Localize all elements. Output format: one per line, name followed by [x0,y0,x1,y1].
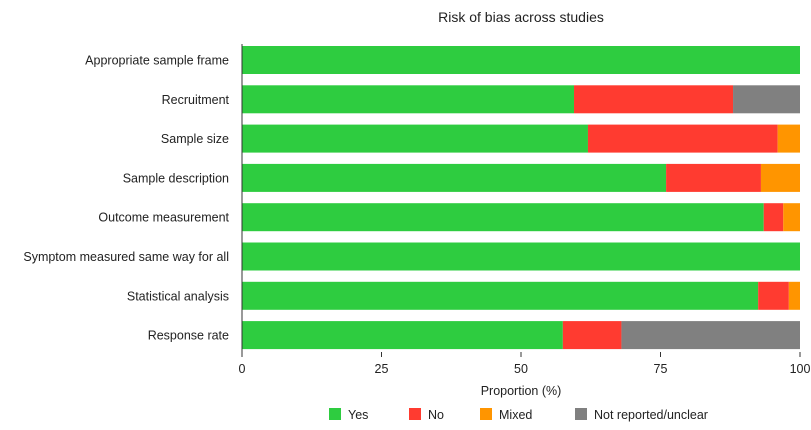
category-labels: Appropriate sample frame Recruitment Sampl… [23,54,229,343]
chart-title: Risk of bias across studies [438,9,604,25]
x-axis-ticks: 0 25 50 75 100 [239,352,811,376]
x-tick-label: 25 [375,362,389,376]
category-label: Outcome measurement [98,211,229,225]
x-axis-title: Proportion (%) [481,384,562,398]
bar-segment-mixed [788,281,800,310]
legend-label: Yes [348,408,368,422]
bar-segment-not-reported-unclear [733,85,800,114]
legend-swatch-yes [329,408,341,420]
legend-label: No [428,408,444,422]
bar-segment-yes [242,85,575,114]
legend: Yes No Mixed Not reported/unclear [329,408,708,422]
bar-segment-mixed [777,124,800,153]
bar-segment-yes [242,46,800,74]
bar-segment-no [574,85,734,114]
bar-segment-yes [242,281,759,310]
x-tick-label: 75 [654,362,668,376]
x-tick-label: 100 [790,362,811,376]
category-label: Symptom measured same way for all [23,250,229,264]
x-tick-label: 50 [514,362,528,376]
legend-label: Mixed [499,408,532,422]
bar-segment-yes [242,163,667,192]
bar-segment-yes [242,242,800,271]
bar-segment-no [587,124,778,153]
legend-label: Not reported/unclear [594,408,708,422]
bar-segment-no [763,203,784,232]
bar-segment-mixed [760,163,800,192]
category-label: Response rate [148,329,229,343]
x-tick-label: 0 [239,362,246,376]
category-label: Statistical analysis [127,289,229,303]
category-label: Appropriate sample frame [85,54,229,68]
bars-group [242,46,800,350]
bar-segment-no [562,321,622,350]
category-label: Recruitment [162,93,230,107]
bar-segment-yes [242,321,563,350]
bar-segment-no [758,281,789,310]
bar-segment-no [666,163,761,192]
legend-swatch-no [409,408,421,420]
bar-segment-mixed [783,203,800,232]
bar-segment-yes [242,203,764,232]
bar-segment-not-reported-unclear [621,321,800,350]
legend-swatch-not-reported-unclear [575,408,587,420]
legend-swatch-mixed [480,408,492,420]
category-label: Sample description [123,171,229,185]
category-label: Sample size [161,132,229,146]
bar-segment-yes [242,124,588,153]
